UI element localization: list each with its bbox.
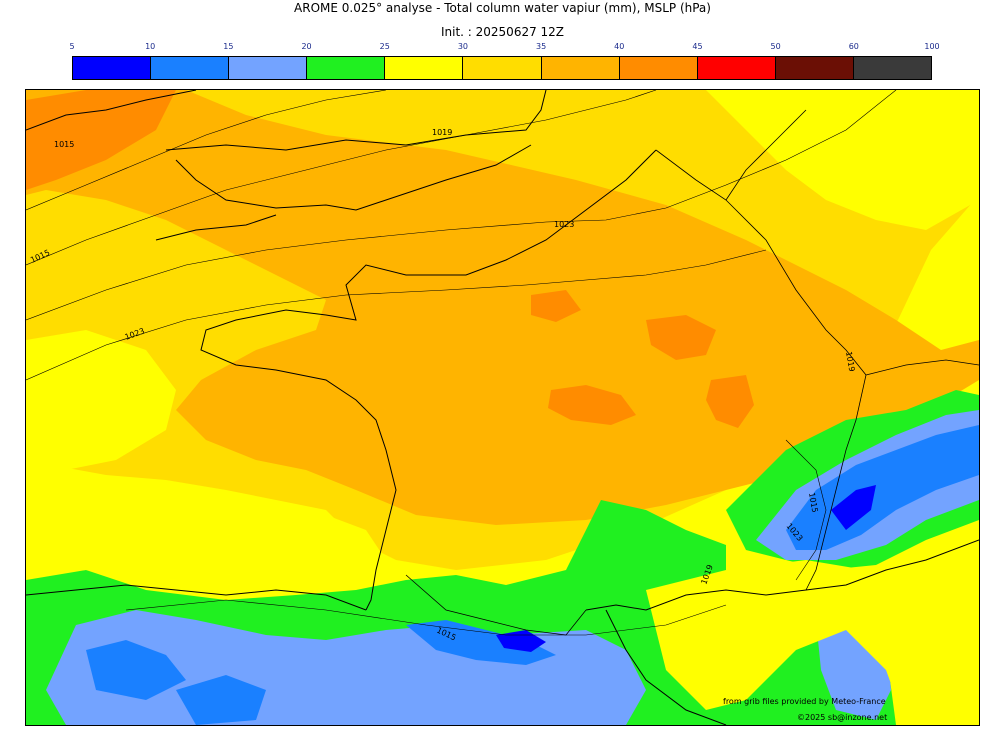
border-lines (405, 109, 979, 636)
map-panel: 1015 1019 1015 1023 1023 1019 1015 1023 … (25, 89, 980, 726)
colorbar-tick-label: 5 (69, 42, 75, 51)
isobar-south (125, 599, 727, 636)
field-blue-sw (86, 640, 186, 700)
colorbar-tick-labels: 5 10 15 20 25 30 35 40 45 50 60 100 (69, 42, 939, 54)
field-dark-orange-paris (531, 290, 581, 322)
isobar-1019 (26, 90, 657, 266)
colorbar-tick-label: 50 (770, 42, 781, 51)
colorbar-tick-label: 60 (848, 42, 859, 51)
colorbar-tick-label: 15 (223, 42, 234, 51)
isobar-label: 1019 (844, 351, 856, 373)
colorbar-swatch (775, 57, 854, 79)
field-dark-orange-centre (548, 385, 636, 425)
field-deepblue-alps (831, 485, 876, 530)
colorbar-swatch (151, 57, 230, 79)
isobar-alps (785, 439, 827, 581)
colorbar-tick-label: 10 (145, 42, 156, 51)
coastline-spain (26, 584, 367, 611)
colorbar-swatch (463, 57, 542, 79)
field-blue-sw2 (176, 675, 266, 725)
isobar-1015-north (26, 90, 387, 211)
field-dark-orange-east2 (706, 375, 754, 428)
field-deepblue-pyrenees (496, 630, 546, 652)
colorbar-tick-label: 100 (924, 42, 940, 51)
isobar-label: 1015 (807, 492, 819, 514)
colorbar-tick-label: 30 (457, 42, 468, 51)
copyright: ©2025 sb@inzone.net (797, 713, 888, 722)
colorbar-swatch (853, 57, 932, 79)
water-vapour-field: 1015 1019 1015 1023 1023 1019 1015 1023 … (26, 90, 979, 725)
colorbar-tick-label: 25 (379, 42, 390, 51)
map-title: AROME 0.025° analyse - Total column wate… (294, 1, 711, 15)
colorbar-tick-label: 45 (692, 42, 703, 51)
coastline-britain (26, 90, 547, 241)
colorbar-swatch (385, 57, 464, 79)
data-credit: from grib files provided by Meteo-France (723, 697, 886, 706)
init-time: Init. : 20250627 12Z (440, 25, 565, 39)
coastline-med (585, 539, 979, 725)
isobar-1023-b (26, 249, 767, 381)
field-blue-pyrenees (406, 620, 556, 665)
colorbar-swatch (73, 57, 152, 79)
colorbar-swatch (541, 57, 620, 79)
field-yellow-lowlands (706, 90, 979, 230)
colorbar-tick-label: 20 (301, 42, 312, 51)
field-yellow-med (646, 560, 979, 725)
colorbar-swatch (619, 57, 698, 79)
isobar-label: 1019 (432, 128, 452, 137)
colorbar-tick-label: 35 (535, 42, 547, 51)
field-blue-alps (786, 425, 979, 550)
colorbar-swatch (307, 57, 386, 79)
colorbar-swatch (229, 57, 308, 79)
colorbar (72, 56, 932, 80)
isobar-1023-a (26, 90, 897, 321)
isobar-label: 1023 (554, 220, 574, 229)
isobar-label: 1015 (54, 140, 74, 149)
field-yellow-biscay (26, 480, 386, 590)
coastline-france (200, 149, 657, 611)
field-dark-orange-east (646, 315, 716, 360)
field-dark-orange-nw (26, 90, 176, 190)
colorbar-tick-label: 40 (614, 42, 625, 51)
field-yellow-atlantic (26, 330, 176, 475)
colorbar-swatch (697, 57, 776, 79)
